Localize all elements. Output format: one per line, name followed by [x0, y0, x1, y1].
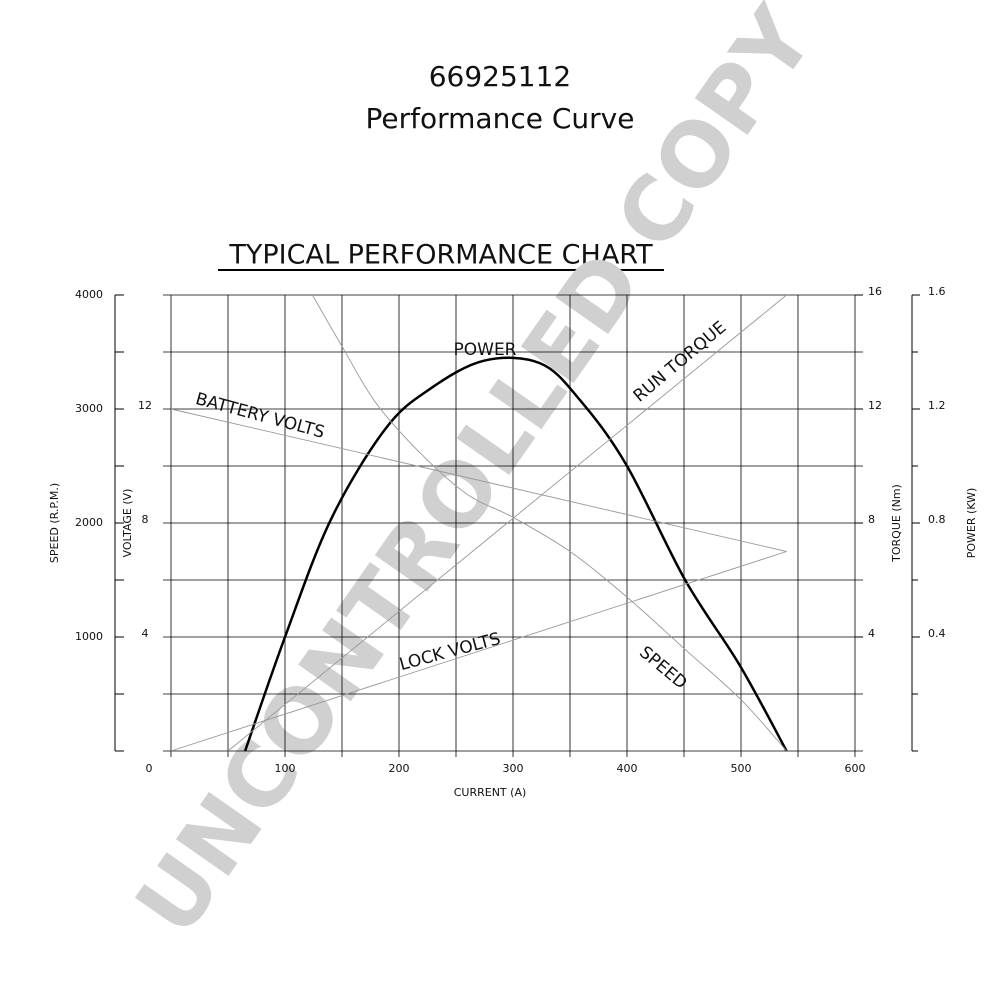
- torque-tick-label: 4: [868, 627, 875, 640]
- voltage-tick-label: 12: [138, 399, 152, 412]
- series-line: [170, 551, 787, 752]
- power-axis-label: POWER (KW): [965, 488, 978, 559]
- watermark: UNCONTROLLED COPY: [116, 0, 835, 953]
- chart-subtitle: Performance Curve: [366, 102, 635, 135]
- torque-axis-label: TORQUE (Nm): [890, 484, 903, 563]
- torque-tick-label: 8: [868, 513, 875, 526]
- x-tick-label: 0: [146, 762, 153, 775]
- x-tick-label: 100: [275, 762, 296, 775]
- torque-tick-label: 16: [868, 285, 882, 298]
- power-tick-label: 0.8: [928, 513, 946, 526]
- voltage-axis-label: VOLTAGE (V): [121, 489, 134, 558]
- voltage-tick-label: 4: [142, 627, 149, 640]
- series-line: [227, 294, 787, 752]
- series-label: POWER: [454, 340, 517, 360]
- power-tick-label: 1.2: [928, 399, 946, 412]
- chart-heading: TYPICAL PERFORMANCE CHART: [228, 240, 653, 271]
- series-line: [311, 294, 787, 752]
- x-tick-label: 500: [731, 762, 752, 775]
- series-line: [170, 408, 787, 552]
- series-label: SPEED: [635, 642, 690, 693]
- power-tick-label: 0.4: [928, 627, 946, 640]
- x-tick-label: 400: [617, 762, 638, 775]
- y-tick-label: 3000: [75, 402, 103, 415]
- y-tick-label: 2000: [75, 516, 103, 529]
- chart-title: 66925112: [429, 60, 572, 93]
- x-axis-label: CURRENT (A): [454, 786, 527, 799]
- y-axis-label: SPEED (R.P.M.): [48, 483, 61, 563]
- torque-tick-label: 12: [868, 399, 882, 412]
- series-label: RUN TORQUE: [630, 318, 731, 407]
- x-tick-label: 300: [503, 762, 524, 775]
- series-line: [243, 356, 788, 752]
- y-tick-label: 1000: [75, 630, 103, 643]
- x-tick-label: 600: [845, 762, 866, 775]
- power-tick-label: 1.6: [928, 285, 946, 298]
- y-tick-label: 4000: [75, 288, 103, 301]
- series-label: BATTERY VOLTS: [193, 389, 326, 443]
- x-tick-label: 200: [389, 762, 410, 775]
- voltage-tick-label: 8: [142, 513, 149, 526]
